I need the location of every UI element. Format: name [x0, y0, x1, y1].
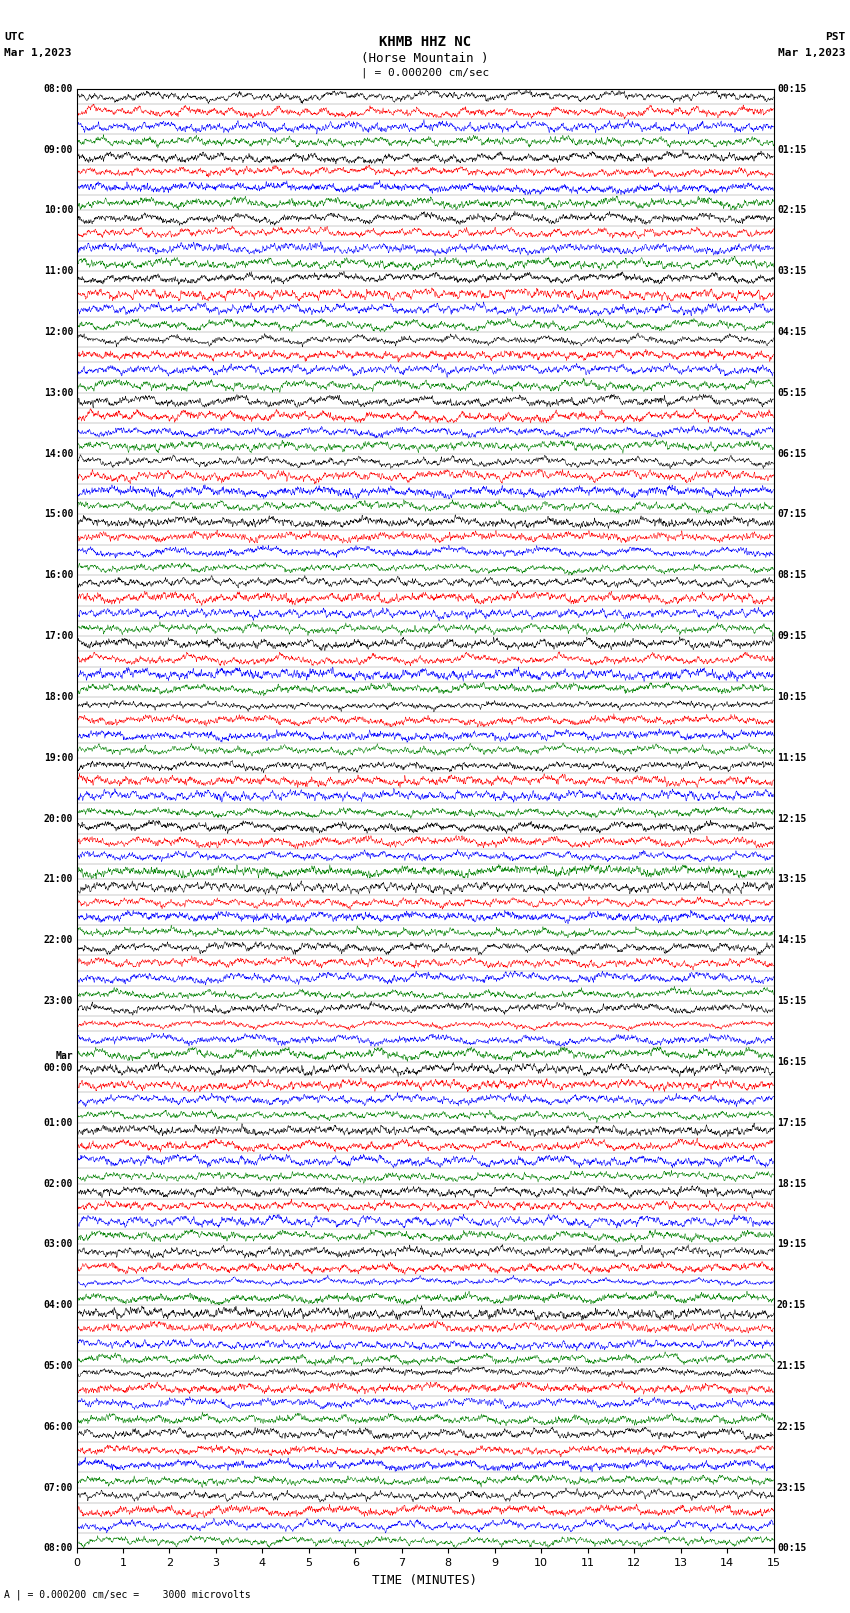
Text: 10:00: 10:00 [43, 205, 73, 216]
Text: 20:00: 20:00 [43, 813, 73, 824]
Text: 06:15: 06:15 [777, 448, 807, 458]
Text: 00:15: 00:15 [777, 1544, 807, 1553]
Text: 18:15: 18:15 [777, 1179, 807, 1189]
X-axis label: TIME (MINUTES): TIME (MINUTES) [372, 1574, 478, 1587]
Text: 20:15: 20:15 [777, 1300, 807, 1310]
Text: 17:00: 17:00 [43, 631, 73, 640]
Text: 15:15: 15:15 [777, 997, 807, 1007]
Text: 18:00: 18:00 [43, 692, 73, 702]
Text: 01:15: 01:15 [777, 145, 807, 155]
Text: 11:00: 11:00 [43, 266, 73, 276]
Text: 16:00: 16:00 [43, 571, 73, 581]
Text: A | = 0.000200 cm/sec =    3000 microvolts: A | = 0.000200 cm/sec = 3000 microvolts [4, 1589, 251, 1600]
Text: PST: PST [825, 32, 846, 42]
Text: 23:00: 23:00 [43, 997, 73, 1007]
Text: 14:00: 14:00 [43, 448, 73, 458]
Text: UTC: UTC [4, 32, 25, 42]
Text: 01:00: 01:00 [43, 1118, 73, 1127]
Text: 12:00: 12:00 [43, 327, 73, 337]
Text: 09:15: 09:15 [777, 631, 807, 640]
Text: 02:15: 02:15 [777, 205, 807, 216]
Text: | = 0.000200 cm/sec: | = 0.000200 cm/sec [361, 68, 489, 79]
Text: 22:00: 22:00 [43, 936, 73, 945]
Text: 21:00: 21:00 [43, 874, 73, 884]
Text: 07:00: 07:00 [43, 1482, 73, 1492]
Text: 09:00: 09:00 [43, 145, 73, 155]
Text: 22:15: 22:15 [777, 1421, 807, 1432]
Text: 02:00: 02:00 [43, 1179, 73, 1189]
Text: Mar 1,2023: Mar 1,2023 [779, 48, 846, 58]
Text: 10:15: 10:15 [777, 692, 807, 702]
Text: 23:15: 23:15 [777, 1482, 807, 1492]
Text: 04:00: 04:00 [43, 1300, 73, 1310]
Text: 21:15: 21:15 [777, 1361, 807, 1371]
Text: 13:15: 13:15 [777, 874, 807, 884]
Text: 05:15: 05:15 [777, 387, 807, 398]
Text: 06:00: 06:00 [43, 1421, 73, 1432]
Text: 08:15: 08:15 [777, 571, 807, 581]
Text: 05:00: 05:00 [43, 1361, 73, 1371]
Text: 08:00: 08:00 [43, 84, 73, 94]
Text: Mar
00:00: Mar 00:00 [43, 1052, 73, 1073]
Text: 03:00: 03:00 [43, 1239, 73, 1250]
Text: 15:00: 15:00 [43, 510, 73, 519]
Text: 14:15: 14:15 [777, 936, 807, 945]
Text: Mar 1,2023: Mar 1,2023 [4, 48, 71, 58]
Text: 04:15: 04:15 [777, 327, 807, 337]
Text: KHMB HHZ NC: KHMB HHZ NC [379, 35, 471, 50]
Text: 12:15: 12:15 [777, 813, 807, 824]
Text: 00:15: 00:15 [777, 84, 807, 94]
Text: 13:00: 13:00 [43, 387, 73, 398]
Text: 03:15: 03:15 [777, 266, 807, 276]
Text: 08:00: 08:00 [43, 1544, 73, 1553]
Text: 19:15: 19:15 [777, 1239, 807, 1250]
Text: 17:15: 17:15 [777, 1118, 807, 1127]
Text: 11:15: 11:15 [777, 753, 807, 763]
Text: 07:15: 07:15 [777, 510, 807, 519]
Text: 19:00: 19:00 [43, 753, 73, 763]
Text: 16:15: 16:15 [777, 1057, 807, 1066]
Text: (Horse Mountain ): (Horse Mountain ) [361, 52, 489, 65]
